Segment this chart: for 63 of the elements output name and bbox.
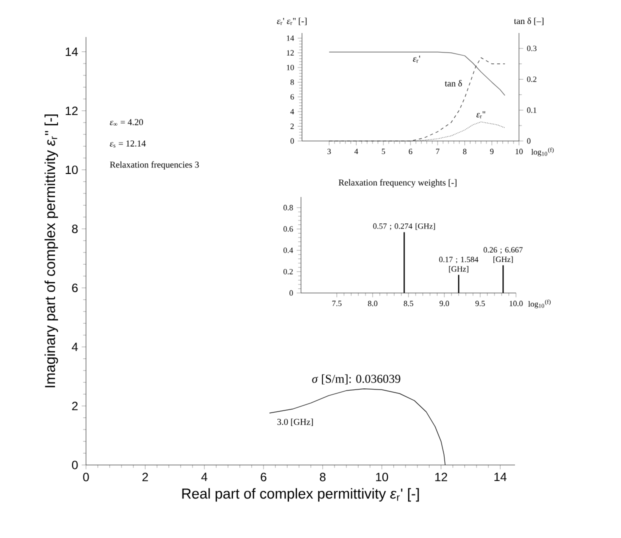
x-tick-label: 8: [320, 472, 326, 482]
x-tick-label: 2: [142, 472, 148, 482]
x-tick-label: 14: [494, 472, 507, 482]
y-axis-title: ε$_{r}$' ε$_{r}$'' [-]: [276, 18, 307, 26]
y2-tick-label: 0.1: [527, 107, 536, 113]
x-tick-label: 4: [354, 148, 358, 154]
x-tick-label: 0: [83, 472, 89, 482]
y-tick-label: 4: [72, 342, 78, 352]
chart-title: Relaxation frequency weights [-]: [338, 179, 456, 188]
y2-axis-title: tan δ [–]: [514, 18, 544, 26]
x-tick-label: 9.0: [440, 300, 450, 306]
x-tick-label: 6: [260, 472, 266, 482]
annotation: σ [S/m]: 0.036039: [312, 374, 400, 384]
x-tick-label: 6: [408, 148, 412, 154]
data-label: 0.17 ; 1.584 [GHz]: [439, 256, 478, 273]
x-tick-label: 12: [435, 472, 448, 482]
x-tick-label: 4: [201, 472, 208, 482]
x-tick-label: 3: [328, 148, 331, 154]
x-tick-label: 10: [376, 472, 388, 482]
y2-tick-label: 0.2: [527, 76, 536, 82]
annotation: 3.0 [GHz]: [277, 418, 313, 426]
y-tick-label: 2: [72, 402, 78, 410]
x-axis-title: Real part of complex permittivity ε$_{r}$' [-]: [182, 488, 419, 502]
y-tick-label: 0.4: [284, 248, 294, 254]
y-tick-label: 6: [290, 94, 294, 100]
y2-tick-label: 0: [527, 138, 530, 144]
y-tick-label: 10: [66, 166, 78, 174]
x-tick-label: 9.5: [475, 300, 485, 306]
x-tick-label: 8.5: [404, 300, 414, 306]
y-tick-label: 10: [286, 64, 294, 70]
y-tick-label: 6: [72, 284, 78, 292]
y-tick-label: 2: [290, 124, 294, 129]
data-label: 0.26 ; 6.667 [GHz]: [484, 247, 523, 264]
x-tick-label: 5: [382, 148, 386, 154]
y-axis-title: Imaginary part of complex permittivity ε$_{r}$'' [-]: [44, 114, 58, 388]
x-tick-label: 10: [516, 148, 523, 154]
data-label: 0.57 ; 0.274 [GHz]: [373, 223, 435, 230]
x-tick-label: 9: [490, 148, 494, 154]
annotation: ε$_{∞}$ = 4.20: [110, 119, 143, 126]
y-tick-label: 0: [72, 460, 78, 470]
annotation: Relaxation frequencies 3: [110, 161, 199, 170]
y-tick-label: 8: [290, 80, 294, 85]
y-tick-label: 0.6: [284, 226, 293, 232]
x-tick-label: 10.0: [510, 300, 523, 306]
y2-tick-label: 0.3: [527, 46, 536, 52]
x-tick-label: 7: [436, 148, 440, 154]
annotation: ε$_{s}$ = 12.14: [110, 140, 146, 148]
y-tick-label: 0: [290, 290, 293, 296]
y-tick-label: 0: [290, 138, 294, 144]
y-tick-label: 4: [290, 108, 294, 114]
y-tick-label: 12: [66, 106, 78, 115]
x-tick-label: 8: [463, 148, 466, 154]
y-tick-label: 14: [66, 48, 78, 56]
y-tick-label: 8: [72, 224, 78, 234]
x-tick-label: 7.5: [332, 300, 342, 306]
series-label: ε$_{r}$'': [476, 111, 486, 118]
y-tick-label: 14: [286, 35, 294, 41]
series-label: ε$_{r}$': [412, 56, 420, 63]
y-tick-label: 12: [286, 50, 294, 56]
x-tick-label: 8.0: [368, 300, 378, 306]
y-tick-label: 0.8: [284, 204, 293, 210]
y-tick-label: 0.2: [284, 268, 293, 274]
series-label: tan δ: [444, 80, 462, 86]
